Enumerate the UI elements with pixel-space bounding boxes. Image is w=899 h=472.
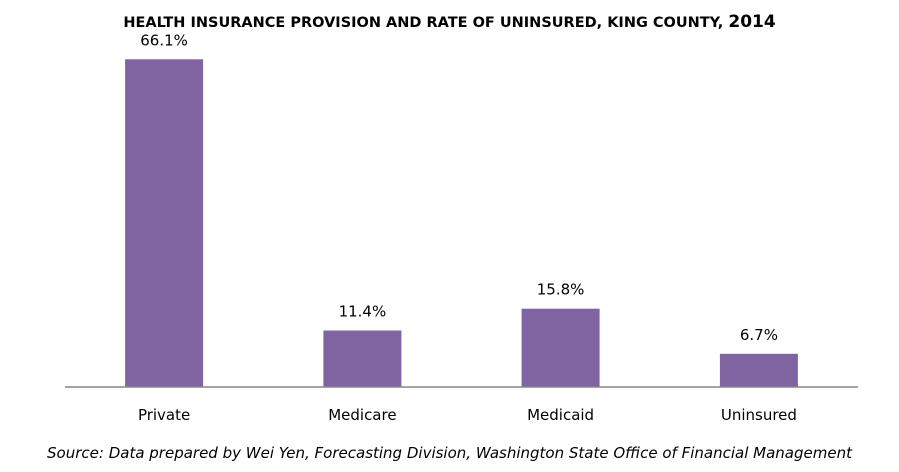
bar-chart: 66.1% 11.4% 15.8% 6.7% Private Medicare Medic… xyxy=(65,31,858,424)
category-label-uninsured: Uninsured xyxy=(721,406,797,424)
category-label-medicare: Medicare xyxy=(328,406,396,424)
category-label-medicaid: Medicaid xyxy=(527,406,594,424)
data-label-medicaid: 15.8% xyxy=(537,281,585,299)
category-labels-group: Private Medicare Medicaid Uninsured xyxy=(138,406,797,424)
chart-title: HEALTH INSURANCE PROVISION AND RATE OF U… xyxy=(0,12,899,32)
chart-title-year: 2014 xyxy=(728,12,776,32)
data-label-private: 66.1% xyxy=(140,31,188,49)
bar-uninsured xyxy=(719,353,798,387)
data-label-medicare: 11.4% xyxy=(339,303,387,321)
bars-group xyxy=(125,59,798,388)
chart-title-text: HEALTH INSURANCE PROVISION AND RATE OF U… xyxy=(123,15,724,31)
bar-medicaid xyxy=(521,308,600,387)
bar-medicare xyxy=(323,330,402,387)
data-labels-group: 66.1% 11.4% 15.8% 6.7% xyxy=(140,31,778,344)
source-note: Source: Data prepared by Wei Yen, Foreca… xyxy=(47,444,852,462)
bar-private xyxy=(125,59,204,388)
category-label-private: Private xyxy=(138,406,190,424)
data-label-uninsured: 6.7% xyxy=(740,326,778,344)
